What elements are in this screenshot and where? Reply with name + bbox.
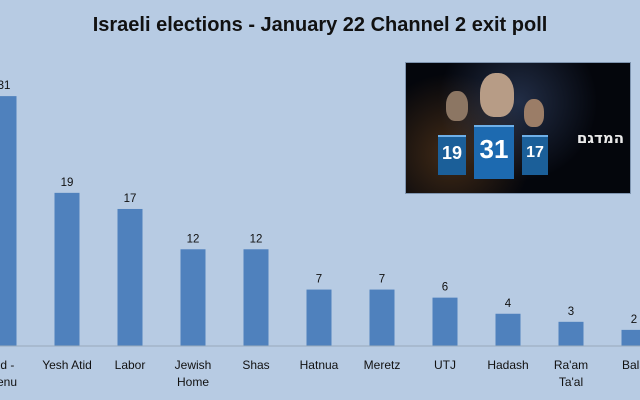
category-label-9-line-1: Ta'al xyxy=(559,375,583,389)
value-label-4: 12 xyxy=(250,233,263,245)
category-label-0-line-0: ud - xyxy=(0,358,14,372)
value-label-5: 7 xyxy=(316,274,322,286)
value-label-3: 12 xyxy=(187,233,200,245)
bar-5 xyxy=(306,289,332,346)
category-label-8: Hadash xyxy=(487,358,528,372)
bar-0 xyxy=(0,96,17,346)
value-label-9: 3 xyxy=(568,306,574,318)
value-label-6: 7 xyxy=(379,274,385,286)
category-labels-layer: ud - itenu Yesh Atid Labor Jewish Home Shas Hat… xyxy=(0,358,640,389)
category-label-0-line-1: itenu xyxy=(0,375,17,389)
person-right-face xyxy=(524,99,544,127)
category-label-5: Hatnua xyxy=(300,358,339,372)
category-label-2: Labor xyxy=(115,358,146,372)
bar-2 xyxy=(117,208,143,346)
category-label-1: Yesh Atid xyxy=(42,358,92,372)
person-left-face xyxy=(446,91,468,121)
seat-count-left: 19 xyxy=(438,135,466,175)
category-label-3-line-0: Jewish xyxy=(175,358,212,372)
hebrew-caption: המדגם xyxy=(576,129,624,147)
value-label-10: 2 xyxy=(631,314,637,326)
category-label-3-line-1: Home xyxy=(177,375,209,389)
category-label-6: Meretz xyxy=(364,358,401,372)
category-label-7: UTJ xyxy=(434,358,456,372)
bar-6 xyxy=(369,289,395,346)
person-center-face xyxy=(480,73,514,117)
bars-layer xyxy=(0,96,640,346)
seat-count-center: 31 xyxy=(474,125,514,179)
bar-3 xyxy=(180,249,206,346)
bar-7 xyxy=(432,297,458,346)
value-label-2: 17 xyxy=(124,193,137,205)
exit-poll-photo: 19 31 17 המדגם xyxy=(405,62,631,194)
category-label-4: Shas xyxy=(242,358,269,372)
bar-8 xyxy=(495,313,521,346)
bar-4 xyxy=(243,249,269,346)
value-label-1: 19 xyxy=(61,177,74,189)
bar-1 xyxy=(54,192,80,346)
chart-title: Israeli elections - January 22 Channel 2… xyxy=(92,14,548,36)
seat-count-right: 17 xyxy=(522,135,548,175)
category-label-9-line-0: Ra'am xyxy=(554,358,588,372)
value-label-0: 31 xyxy=(0,80,10,92)
value-label-7: 6 xyxy=(442,282,448,294)
bar-9 xyxy=(558,321,584,346)
bar-10 xyxy=(621,329,640,346)
category-label-10: Bala xyxy=(622,358,640,372)
value-label-8: 4 xyxy=(505,298,512,310)
